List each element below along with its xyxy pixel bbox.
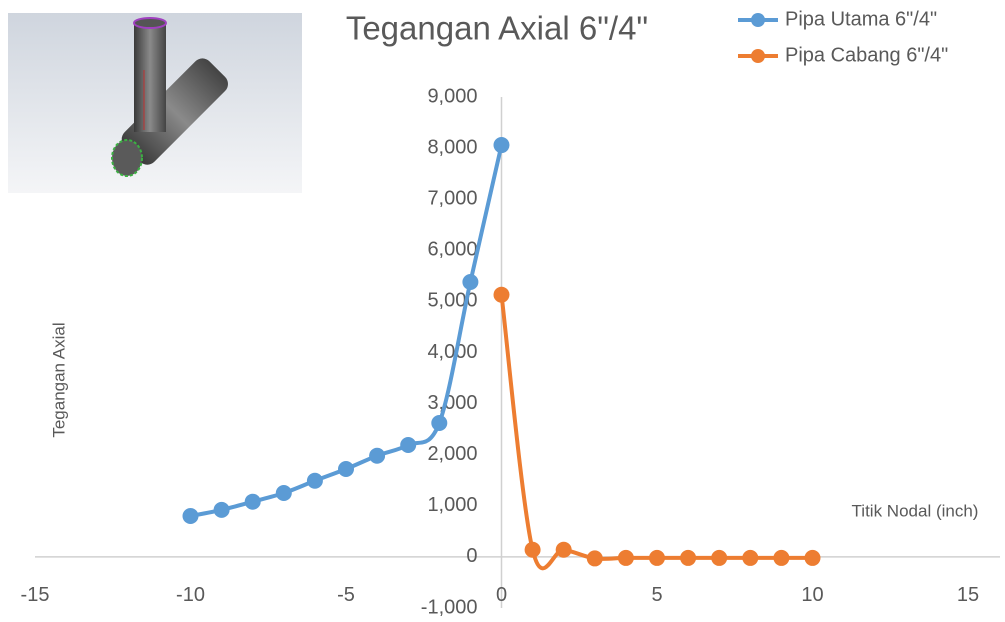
data-point bbox=[462, 274, 478, 290]
data-point bbox=[649, 550, 665, 566]
x-tick-label: 15 bbox=[957, 584, 979, 606]
x-tick-label: -10 bbox=[176, 584, 205, 606]
data-point bbox=[276, 485, 292, 501]
x-tick-label: -15 bbox=[21, 584, 50, 606]
y-tick-label: 2,000 bbox=[427, 443, 477, 465]
y-tick-label: 7,000 bbox=[427, 187, 477, 209]
y-tick-label: 3,000 bbox=[427, 392, 477, 414]
data-point bbox=[680, 550, 696, 566]
legend-marker bbox=[751, 13, 765, 27]
legend-marker bbox=[751, 49, 765, 63]
data-point bbox=[494, 137, 510, 153]
data-point bbox=[307, 473, 323, 489]
x-tick-label: -5 bbox=[337, 584, 355, 606]
data-point bbox=[431, 415, 447, 431]
data-point bbox=[587, 550, 603, 566]
legend-label: Pipa Cabang 6"/4" bbox=[785, 44, 948, 66]
y-tick-label: 8,000 bbox=[427, 136, 477, 158]
x-tick-label: 10 bbox=[801, 584, 823, 606]
y-tick-label: 1,000 bbox=[427, 494, 477, 516]
legend-label: Pipa Utama 6"/4" bbox=[785, 8, 937, 30]
data-point bbox=[773, 550, 789, 566]
data-point bbox=[742, 550, 758, 566]
data-point bbox=[711, 550, 727, 566]
x-tick-label: 5 bbox=[651, 584, 662, 606]
data-point bbox=[245, 494, 261, 510]
y-tick-label: 4,000 bbox=[427, 341, 477, 363]
data-point bbox=[369, 448, 385, 464]
y-axis-title: Tegangan Axial bbox=[49, 322, 68, 437]
x-tick-label: 0 bbox=[496, 584, 507, 606]
data-point bbox=[214, 502, 230, 518]
chart-title: Tegangan Axial 6"/4" bbox=[346, 10, 648, 47]
data-point bbox=[525, 542, 541, 558]
data-point bbox=[338, 461, 354, 477]
data-point bbox=[618, 550, 634, 566]
x-axis-title: Titik Nodal (inch) bbox=[852, 501, 979, 520]
series-line bbox=[502, 295, 813, 569]
y-tick-label: 6,000 bbox=[427, 239, 477, 261]
data-point bbox=[183, 508, 199, 524]
page: Tegangan Axial 6"/4" Titik Nodal (inch) … bbox=[0, 0, 1005, 622]
data-point bbox=[494, 287, 510, 303]
data-point bbox=[556, 542, 572, 558]
chart: Tegangan Axial 6"/4" Titik Nodal (inch) … bbox=[0, 0, 1005, 622]
y-tick-label: 0 bbox=[466, 545, 477, 567]
data-point bbox=[805, 550, 821, 566]
y-tick-label: -1,000 bbox=[421, 596, 478, 618]
inset-image bbox=[8, 13, 302, 193]
y-tick-label: 9,000 bbox=[427, 85, 477, 107]
data-point bbox=[400, 437, 416, 453]
